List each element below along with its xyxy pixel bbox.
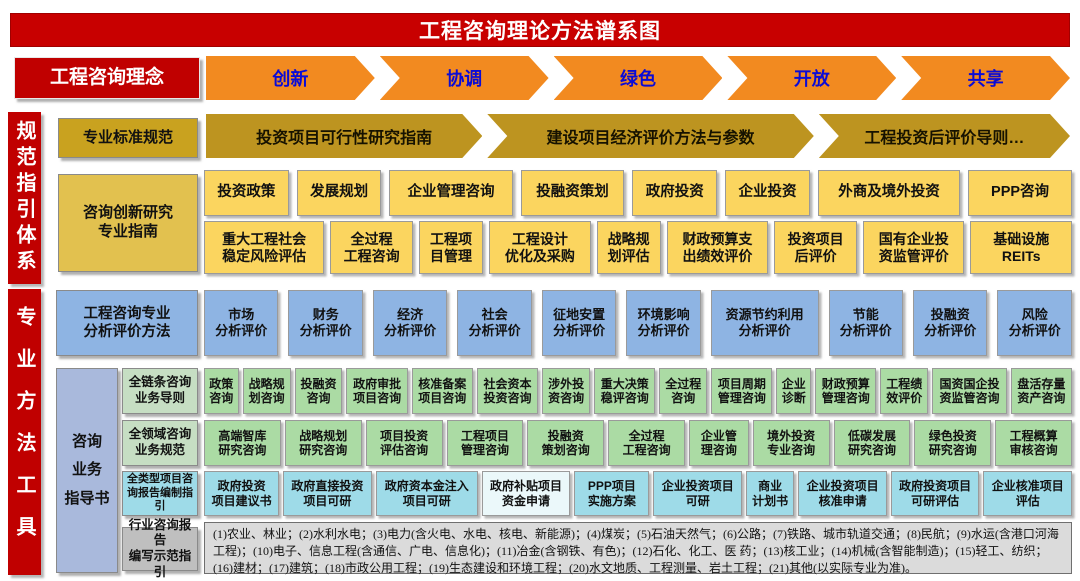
- domain-spec-label: 全领域咨询 业务规范: [122, 420, 198, 466]
- innovation-box: 全过程 工程咨询: [330, 221, 413, 274]
- chain-box: 涉外投 资咨询: [542, 368, 591, 414]
- standards-label: 专业标准规范: [58, 118, 198, 158]
- domain-spec-row: 高端智库 研究咨询 战略规划 研究咨询 项目投资 评估咨询 工程项目 管理咨询 投融资 …: [204, 420, 1073, 466]
- chain-box: 核准备案 项目咨询: [411, 368, 473, 414]
- chain-box: 政策 咨询: [204, 368, 239, 414]
- analysis-box: 经济 分析评价: [372, 290, 448, 356]
- chain-box: 财政预算 管理咨询: [815, 368, 877, 414]
- report-box: 政府资本金注入 项目可研: [375, 471, 478, 516]
- report-box: 企业投资项目 核准申请: [798, 471, 887, 516]
- innovation-box: 政府投资: [632, 170, 718, 216]
- innovation-guides-label: 咨询创新研究 专业指南: [58, 174, 198, 272]
- innovation-box: 重大工程社会 稳定风险评估: [204, 221, 325, 274]
- domain-box: 企业管 理咨询: [689, 420, 749, 466]
- analysis-box: 征地安置 分析评价: [541, 290, 617, 356]
- industry-guide-label: 行业咨询报告 编写示范指引: [122, 518, 198, 579]
- concept-arrow: 共享: [901, 56, 1070, 100]
- innovation-box: 外商及境外投资: [817, 170, 961, 216]
- chain-guideline-row: 政策 咨询 战略规 划咨询 投融资 咨询 政府审批 项目咨询 核准备案 项目咨询 社会资本…: [204, 368, 1072, 414]
- innovation-row-1: 投资政策 发展规划 企业管理咨询 投融资策划 政府投资 企业投资 外商及境外投资 PPP咨询: [204, 170, 1072, 216]
- report-box: 企业核准项目 评估: [983, 471, 1073, 516]
- domain-box: 绿色投资 研究咨询: [914, 420, 992, 466]
- innovation-box: 企业投资: [725, 170, 810, 216]
- report-guide-label: 全类型项目咨 询报告编制指引: [122, 471, 198, 516]
- innovation-box: PPP咨询: [968, 170, 1072, 216]
- chain-box: 投融资 咨询: [294, 368, 343, 414]
- innovation-box: 国有企业投 资监管评价: [862, 221, 965, 274]
- standards-arrows: 投资项目可行性研究指南 建设项目经济评价方法与参数 工程投资后评价导则…: [206, 114, 1070, 158]
- domain-box: 高端智库 研究咨询: [204, 420, 281, 466]
- domain-box: 低碳发展 研究咨询: [833, 420, 911, 466]
- chain-box: 政府审批 项目咨询: [346, 368, 408, 414]
- domain-box: 工程项目 管理咨询: [446, 420, 524, 466]
- standard-arrow: 建设项目经济评价方法与参数: [487, 114, 814, 158]
- report-box: 企业投资项目 可研: [653, 471, 743, 516]
- analysis-box: 社会 分析评价: [457, 290, 532, 356]
- analysis-row: 市场 分析评价 财务 分析评价 经济 分析评价 社会 分析评价 征地安置 分析评价 环境影…: [204, 290, 1072, 356]
- analysis-box: 节能 分析评价: [828, 290, 903, 356]
- innovation-box: 财政预算支 出绩效评价: [666, 221, 769, 274]
- innovation-box: 战略规 划评估: [596, 221, 661, 274]
- standard-arrow: 投资项目可行性研究指南: [206, 114, 482, 158]
- domain-box: 工程概算 审核咨询: [995, 420, 1073, 466]
- report-box: 政府投资项目 可研评估: [890, 471, 980, 516]
- analysis-methods-label: 工程咨询专业 分析评价方法: [56, 290, 198, 356]
- chain-box: 工程绩 效评价: [880, 368, 929, 414]
- chain-box: 国资国企投 资监管咨询: [932, 368, 1007, 414]
- domain-box: 投融资 策划咨询: [527, 420, 605, 466]
- concept-arrow: 协调: [380, 56, 549, 100]
- report-box: 政府直接投资 项目可研: [283, 471, 372, 516]
- analysis-box: 风险 分析评价: [997, 290, 1072, 356]
- analysis-box: 财务 分析评价: [288, 290, 363, 356]
- title-banner: 工程咨询理论方法谱系图: [10, 13, 1070, 47]
- standard-arrow: 工程投资后评价导则…: [819, 114, 1070, 158]
- analysis-box: 市场 分析评价: [204, 290, 279, 356]
- innovation-box: 发展规划: [296, 170, 382, 216]
- side-bar-standards-system: 规范指引体系: [8, 112, 41, 284]
- innovation-row-2: 重大工程社会 稳定风险评估 全过程 工程咨询 工程项 目管理 工程设计 优化及采购 战略…: [204, 221, 1072, 274]
- concept-arrow: 创新: [206, 56, 375, 100]
- industry-list-text: (1)农业、林业；(2)水利水电；(3)电力(含火电、水电、核电、新能源)；(4…: [204, 522, 1072, 575]
- analysis-box: 资源节约利用 分析评价: [710, 290, 819, 356]
- concept-arrow: 开放: [727, 56, 896, 100]
- innovation-box: 企业管理咨询: [389, 170, 513, 216]
- chain-box: 社会资本 投资咨询: [476, 368, 539, 414]
- innovation-box: 基础设施 REITs: [970, 221, 1072, 274]
- innovation-box: 投融资策划: [520, 170, 625, 216]
- report-box: PPP项目 实施方案: [574, 471, 650, 516]
- chain-guideline-label: 全链条咨询 业务导则: [122, 368, 198, 414]
- analysis-box: 投融资 分析评价: [913, 290, 988, 356]
- report-box: 政府补贴项目 资金申请: [481, 471, 571, 516]
- chain-box: 项目周期 管理咨询: [711, 368, 773, 414]
- chain-box: 企业 诊断: [776, 368, 812, 414]
- report-guide-row: 政府投资 项目建议书 政府直接投资 项目可研 政府资本金注入 项目可研 政府补贴项目 …: [204, 471, 1073, 516]
- domain-box: 项目投资 评估咨询: [365, 420, 443, 466]
- chain-box: 盘活存量 资产咨询: [1010, 368, 1072, 414]
- innovation-box: 工程项 目管理: [419, 221, 484, 274]
- chain-box: 战略规 划咨询: [242, 368, 291, 414]
- innovation-box: 投资政策: [204, 170, 289, 216]
- domain-box: 境外投资 专业咨询: [752, 420, 830, 466]
- innovation-box: 工程设计 优化及采购: [489, 221, 591, 274]
- report-box: 政府投资 项目建议书: [204, 471, 280, 516]
- report-box: 商业 计划书: [746, 471, 795, 516]
- concept-label: 工程咨询理念: [14, 57, 200, 99]
- domain-box: 全过程 工程咨询: [608, 420, 686, 466]
- concept-arrows: 创新 协调 绿色 开放 共享: [206, 56, 1070, 100]
- chain-box: 全过程 咨询: [659, 368, 708, 414]
- side-bar-method-tools: 专业方法工具: [8, 289, 41, 575]
- analysis-box: 环境影响 分析评价: [626, 290, 701, 356]
- domain-box: 战略规划 研究咨询: [284, 420, 362, 466]
- innovation-box: 投资项目 后评价: [774, 221, 857, 274]
- chain-box: 重大决策 稳评咨询: [594, 368, 656, 414]
- concept-arrow: 绿色: [554, 56, 723, 100]
- guidebook-label: 咨询 业务 指导书: [56, 368, 118, 573]
